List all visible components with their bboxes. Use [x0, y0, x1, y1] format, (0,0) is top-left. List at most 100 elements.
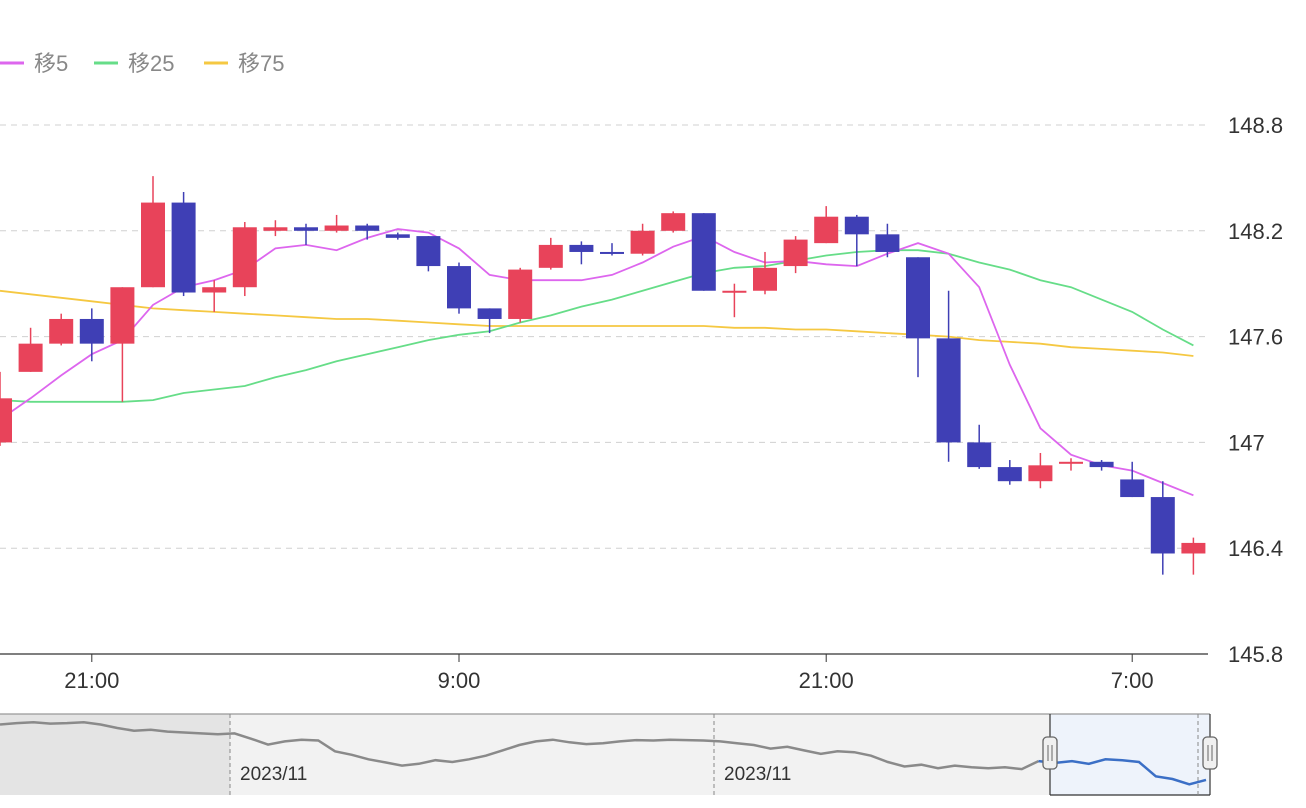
candle-body: [1181, 542, 1206, 554]
legend-label: 移75: [238, 51, 284, 76]
candle: [294, 223, 318, 245]
legend: 移5 移25 移75: [0, 51, 284, 76]
candle: [997, 460, 1022, 485]
candle: [1059, 458, 1083, 471]
candle: [355, 223, 380, 240]
candle: [477, 308, 502, 334]
candle-body: [722, 290, 747, 293]
legend-label: 移25: [128, 51, 174, 76]
candle-body: [508, 269, 533, 319]
candle: [814, 206, 839, 244]
candle-body: [569, 244, 594, 252]
candle-body: [355, 225, 380, 231]
candle-body: [79, 318, 104, 344]
candle: [600, 243, 624, 256]
candle: [906, 257, 930, 378]
x-tick-label: 21:00: [64, 668, 119, 693]
candle: [385, 232, 410, 240]
ma25-line: [0, 249, 1194, 403]
candle-body: [906, 257, 930, 339]
candle-body: [814, 216, 839, 244]
y-tick-label: 146.4: [1228, 536, 1283, 561]
candle: [49, 313, 74, 346]
handle-grip: [1042, 736, 1058, 770]
candle: [18, 327, 43, 372]
candle-body: [997, 467, 1022, 482]
candle-body: [1089, 461, 1114, 468]
navigator-date-label: 2023/11: [724, 764, 791, 785]
candle: [967, 424, 992, 469]
candle: [202, 280, 227, 312]
navigator-shade: [0, 714, 230, 795]
candle-body: [294, 227, 318, 231]
candle: [753, 251, 777, 295]
navigator-left-handle[interactable]: [1042, 736, 1058, 770]
candle: [0, 371, 12, 446]
candle-body: [600, 251, 624, 254]
x-tick-label: 9:00: [438, 668, 481, 693]
ma75-line: [0, 289, 1194, 357]
candle: [79, 308, 104, 362]
candle-body: [477, 308, 502, 319]
candle: [508, 267, 533, 323]
candle: [263, 220, 288, 237]
legend-label: 移5: [34, 51, 68, 76]
candles: [0, 176, 1206, 575]
navigator-date-label: 2023/11: [240, 764, 307, 785]
candle-body: [202, 287, 227, 293]
candle: [1028, 452, 1053, 489]
candle-body: [967, 442, 992, 468]
candle-body: [0, 398, 12, 443]
candle-body: [661, 213, 686, 231]
y-tick-label: 147: [1228, 430, 1265, 455]
candle: [783, 236, 808, 274]
candle: [722, 283, 747, 318]
candle: [232, 221, 257, 297]
y-axis-labels: 148.8 148.2 147.6 147 146.4 145.8: [1228, 113, 1283, 667]
candle-body: [630, 230, 655, 254]
candle-body: [538, 244, 563, 268]
candle-body: [171, 202, 196, 293]
candle-body: [844, 216, 869, 235]
candle-body: [141, 202, 165, 288]
candle: [141, 176, 165, 288]
candle: [844, 214, 869, 267]
candle-body: [1150, 497, 1175, 554]
candle: [110, 287, 135, 402]
y-tick-label: 148.8: [1228, 113, 1283, 138]
navigator-right-handle[interactable]: [1202, 736, 1218, 770]
candle-body: [385, 234, 410, 238]
candle-body: [691, 213, 716, 291]
candle-body: [875, 234, 900, 252]
navigator[interactable]: 2023/11 2023/11: [0, 713, 1218, 796]
y-tick-label: 145.8: [1228, 642, 1283, 667]
candle: [171, 192, 196, 297]
candle: [538, 237, 563, 270]
candle-body: [110, 287, 135, 344]
candle-body: [1028, 465, 1053, 482]
candle-body: [1120, 479, 1145, 498]
candle-body: [416, 236, 441, 267]
candle: [630, 223, 655, 256]
candle-body: [18, 343, 43, 372]
candle: [569, 241, 594, 265]
candle-body: [783, 239, 808, 267]
y-grid: [0, 124, 1208, 655]
y-tick-label: 147.6: [1228, 325, 1283, 350]
candle: [875, 223, 900, 258]
navigator-series-selected: [1038, 758, 1207, 786]
y-tick-label: 148.2: [1228, 219, 1283, 244]
candle: [1120, 461, 1145, 498]
x-tick-label: 21:00: [799, 668, 854, 693]
candle-body: [232, 227, 257, 288]
candle-body: [324, 225, 349, 231]
candle-body: [49, 318, 74, 344]
candle-body: [753, 267, 777, 291]
candle: [1181, 537, 1206, 575]
navigator-series-line: [0, 720, 1040, 771]
candle-body: [447, 266, 471, 309]
candle: [661, 211, 686, 233]
candle: [447, 262, 471, 314]
ma5-line: [0, 228, 1194, 497]
